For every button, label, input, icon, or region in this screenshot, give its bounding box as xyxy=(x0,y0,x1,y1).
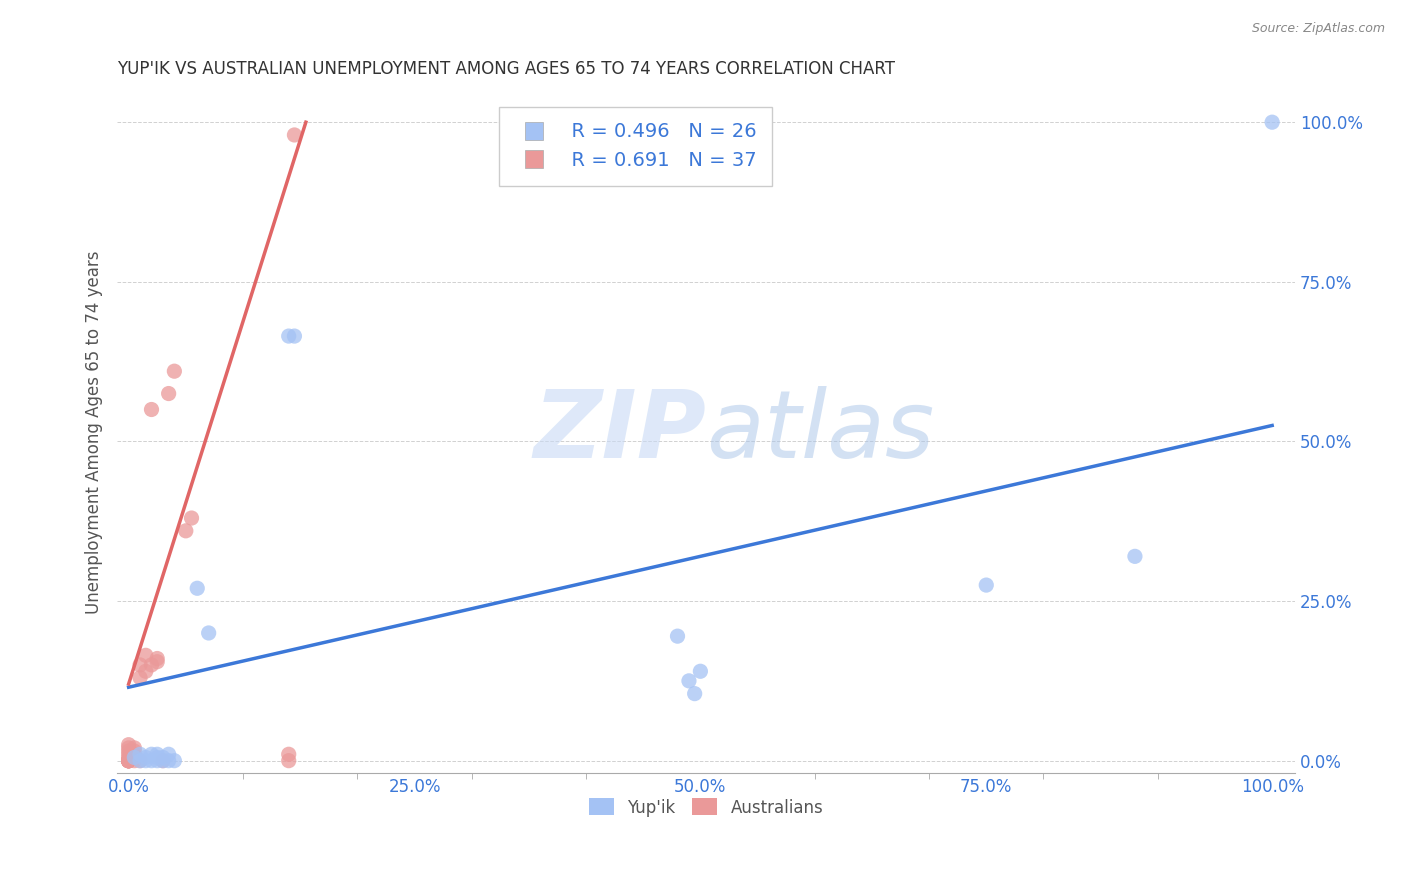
Point xyxy=(135,648,157,663)
Point xyxy=(124,747,146,762)
Point xyxy=(129,747,152,762)
Point xyxy=(124,744,146,758)
Point xyxy=(124,750,146,764)
Y-axis label: Unemployment Among Ages 65 to 74 years: Unemployment Among Ages 65 to 74 years xyxy=(86,250,103,614)
Point xyxy=(197,626,219,640)
Point xyxy=(277,329,299,343)
Point xyxy=(124,740,146,755)
Point xyxy=(117,754,139,768)
Point xyxy=(283,128,305,142)
Text: atlas: atlas xyxy=(706,386,935,477)
Point xyxy=(152,754,174,768)
Point xyxy=(124,754,146,768)
Point xyxy=(180,511,202,525)
Point xyxy=(163,754,186,768)
Point xyxy=(129,754,152,768)
Point xyxy=(689,665,711,679)
Text: Source: ZipAtlas.com: Source: ZipAtlas.com xyxy=(1251,22,1385,36)
Point xyxy=(678,673,700,688)
Point xyxy=(146,655,169,669)
Point xyxy=(135,665,157,679)
Point xyxy=(666,629,689,643)
Point xyxy=(146,747,169,762)
Point xyxy=(152,754,174,768)
Point xyxy=(135,754,157,768)
Point xyxy=(1123,549,1146,564)
Point xyxy=(974,578,997,592)
Point xyxy=(129,657,152,672)
Point xyxy=(163,364,186,378)
Point xyxy=(117,744,139,758)
Point xyxy=(141,754,163,768)
Point xyxy=(117,738,139,752)
Point xyxy=(141,402,163,417)
Point xyxy=(174,524,197,538)
Point xyxy=(124,750,146,764)
Point xyxy=(157,747,180,762)
Text: YUP'IK VS AUSTRALIAN UNEMPLOYMENT AMONG AGES 65 TO 74 YEARS CORRELATION CHART: YUP'IK VS AUSTRALIAN UNEMPLOYMENT AMONG … xyxy=(117,60,896,78)
Point xyxy=(186,582,208,596)
Point xyxy=(117,754,139,768)
Point xyxy=(146,754,169,768)
Point xyxy=(141,747,163,762)
Point xyxy=(117,747,139,762)
Point xyxy=(117,750,139,764)
Point xyxy=(135,750,157,764)
Point xyxy=(277,747,299,762)
Point xyxy=(117,754,139,768)
Point xyxy=(152,750,174,764)
Point xyxy=(117,754,139,768)
Point xyxy=(146,750,169,764)
Point xyxy=(117,754,139,768)
Point xyxy=(157,754,180,768)
Point xyxy=(283,329,305,343)
Point xyxy=(1261,115,1284,129)
Point xyxy=(146,651,169,665)
Point xyxy=(277,754,299,768)
Text: ZIP: ZIP xyxy=(533,386,706,478)
Point xyxy=(117,754,139,768)
Legend: Yup'ik, Australians: Yup'ik, Australians xyxy=(582,792,830,823)
Point xyxy=(117,754,139,768)
Point xyxy=(129,671,152,685)
Point xyxy=(683,687,706,701)
Point xyxy=(117,754,139,768)
Point xyxy=(129,754,152,768)
Point xyxy=(157,386,180,401)
Point xyxy=(117,754,139,768)
Point xyxy=(141,657,163,672)
Point xyxy=(117,740,139,755)
Point xyxy=(117,754,139,768)
